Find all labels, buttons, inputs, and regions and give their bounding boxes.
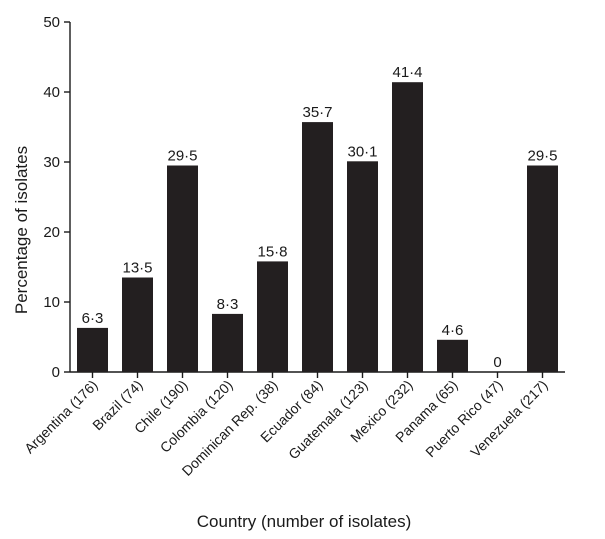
bar <box>527 165 558 372</box>
y-tick-label: 0 <box>52 364 60 381</box>
data-label: 4·6 <box>442 322 464 339</box>
bar <box>212 313 243 372</box>
bar <box>167 165 198 372</box>
data-label: 30·1 <box>347 143 377 160</box>
y-tick-label: 20 <box>43 224 60 241</box>
bar <box>437 339 468 372</box>
x-tick-label: Puerto Rico (47) <box>422 377 505 460</box>
x-tick-label: Argentina (176) <box>21 377 101 457</box>
data-label: 41·4 <box>392 64 422 81</box>
data-label: 29·5 <box>167 148 197 165</box>
data-label: 15·8 <box>257 243 287 260</box>
x-axis-title: Country (number of isolates) <box>196 512 412 531</box>
data-label: 29·5 <box>527 148 557 165</box>
data-label: 6·3 <box>82 310 104 327</box>
y-tick-label: 30 <box>43 154 60 171</box>
data-label: 13·5 <box>122 260 152 277</box>
y-tick-label: 10 <box>43 294 60 311</box>
bar <box>302 122 333 372</box>
x-tick-label: Guatemala (123) <box>285 377 371 463</box>
x-tick-label: Venezuela (217) <box>467 377 550 460</box>
data-label: 8·3 <box>217 296 239 313</box>
data-label: 0 <box>493 354 501 371</box>
data-label: 35·7 <box>302 104 332 121</box>
bar <box>77 327 108 372</box>
bar <box>392 82 423 372</box>
bar <box>347 161 378 372</box>
y-tick-label: 40 <box>43 84 60 101</box>
bar <box>257 261 288 372</box>
y-tick-label: 50 <box>43 14 60 31</box>
bar <box>122 277 153 372</box>
